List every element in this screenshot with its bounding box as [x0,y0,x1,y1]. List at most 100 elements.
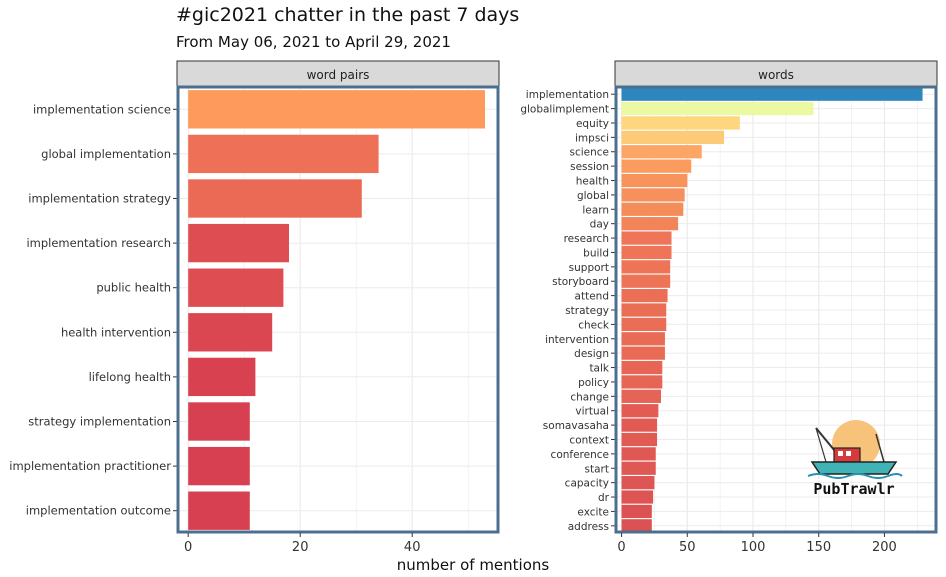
bar [621,346,665,360]
bar [621,116,740,130]
y-tick-label: implementation research [26,236,171,250]
bar [621,461,656,475]
bar [188,491,250,530]
bar [621,490,654,504]
bar [188,90,485,129]
bar [621,188,685,202]
bar [621,476,655,490]
bar [621,418,658,432]
bar [621,274,671,288]
bar [621,375,663,389]
bar [188,179,362,218]
y-tick-label: capacity [565,478,609,490]
bar [621,432,658,447]
y-tick-label: health [576,176,609,188]
y-tick-label: implementation [526,89,609,101]
y-tick-label: public health [96,281,171,295]
y-tick-label: impsci [575,132,609,144]
bar [621,231,672,245]
y-tick-label: strategy implementation [28,415,171,429]
y-tick-label: day [590,219,609,231]
y-tick-label: implementation outcome [26,504,171,518]
y-tick-label: start [585,463,609,475]
panel-strip-label: word pairs [307,68,370,82]
y-tick-label: implementation science [33,102,171,116]
y-tick-label: conference [551,449,609,461]
chart-subtitle: From May 06, 2021 to April 29, 2021 [176,33,451,51]
y-tick-label: build [583,247,609,259]
bar [621,303,667,317]
bar [188,357,256,397]
x-tick-label: 40 [404,540,421,555]
bar [621,159,692,173]
bar [621,519,652,533]
bar [621,447,656,461]
x-axis-label: number of mentions [396,556,550,574]
bar [621,173,688,188]
y-tick-label: science [569,147,609,159]
bar [621,101,814,116]
pubtrawlr-logo: PubTrawlr [804,418,904,502]
y-tick-label: somavasaha [543,420,609,432]
bar [621,317,667,332]
bar [621,404,659,418]
bar [188,134,379,174]
y-tick-label: equity [576,118,609,130]
bar [621,245,672,260]
bar [188,268,284,307]
y-tick-label: global implementation [41,147,171,161]
bar [621,332,665,346]
bar [621,130,725,144]
panel-strip [614,60,938,88]
y-tick-label: attend [575,291,609,303]
bar [621,360,663,375]
x-tick-label: 0 [617,540,625,555]
y-tick-label: globalimplement [520,104,609,116]
x-tick-label: 0 [184,540,192,555]
bar [188,446,250,486]
x-tick-label: 20 [292,540,309,555]
y-tick-label: session [570,161,609,173]
y-tick-label: lifelong health [89,370,171,384]
x-tick-label: 50 [679,540,696,555]
bar [188,402,250,441]
y-tick-label: research [564,233,609,245]
y-tick-label: health intervention [61,325,171,339]
y-tick-label: change [570,391,609,403]
bar [621,288,668,303]
y-tick-label: dr [598,492,610,504]
y-tick-label: support [569,262,609,274]
y-tick-label: global [577,190,609,202]
bar [621,145,702,159]
panel-strip-label: words [758,68,794,82]
y-tick-label: talk [589,363,609,375]
x-tick-label: 100 [741,540,766,555]
x-tick-label: 150 [806,540,831,555]
y-tick-label: context [569,434,609,446]
logo-text: PubTrawlr [813,480,895,498]
y-tick-label: excite [577,506,609,518]
y-tick-label: intervention [545,334,609,346]
y-tick-label: implementation strategy [28,192,171,206]
bar [188,313,273,352]
panel-strip [176,60,500,88]
bar [621,202,684,216]
panel-border [176,85,500,534]
y-tick-label: learn [582,204,609,216]
fishing-boat-icon [807,420,903,479]
bar [621,217,679,231]
bar [188,223,289,263]
y-tick-label: implementation practitioner [9,459,171,473]
x-tick-label: 200 [872,540,897,555]
bar [621,389,661,403]
y-tick-label: virtual [575,406,609,418]
bar [621,87,923,101]
y-tick-label: design [574,348,609,360]
bar [621,260,671,274]
y-tick-label: strategy [565,305,609,317]
bar [621,504,652,519]
panel-border [614,85,938,534]
y-tick-label: address [568,521,609,533]
chart-title: #gic2021 chatter in the past 7 days [176,4,520,26]
